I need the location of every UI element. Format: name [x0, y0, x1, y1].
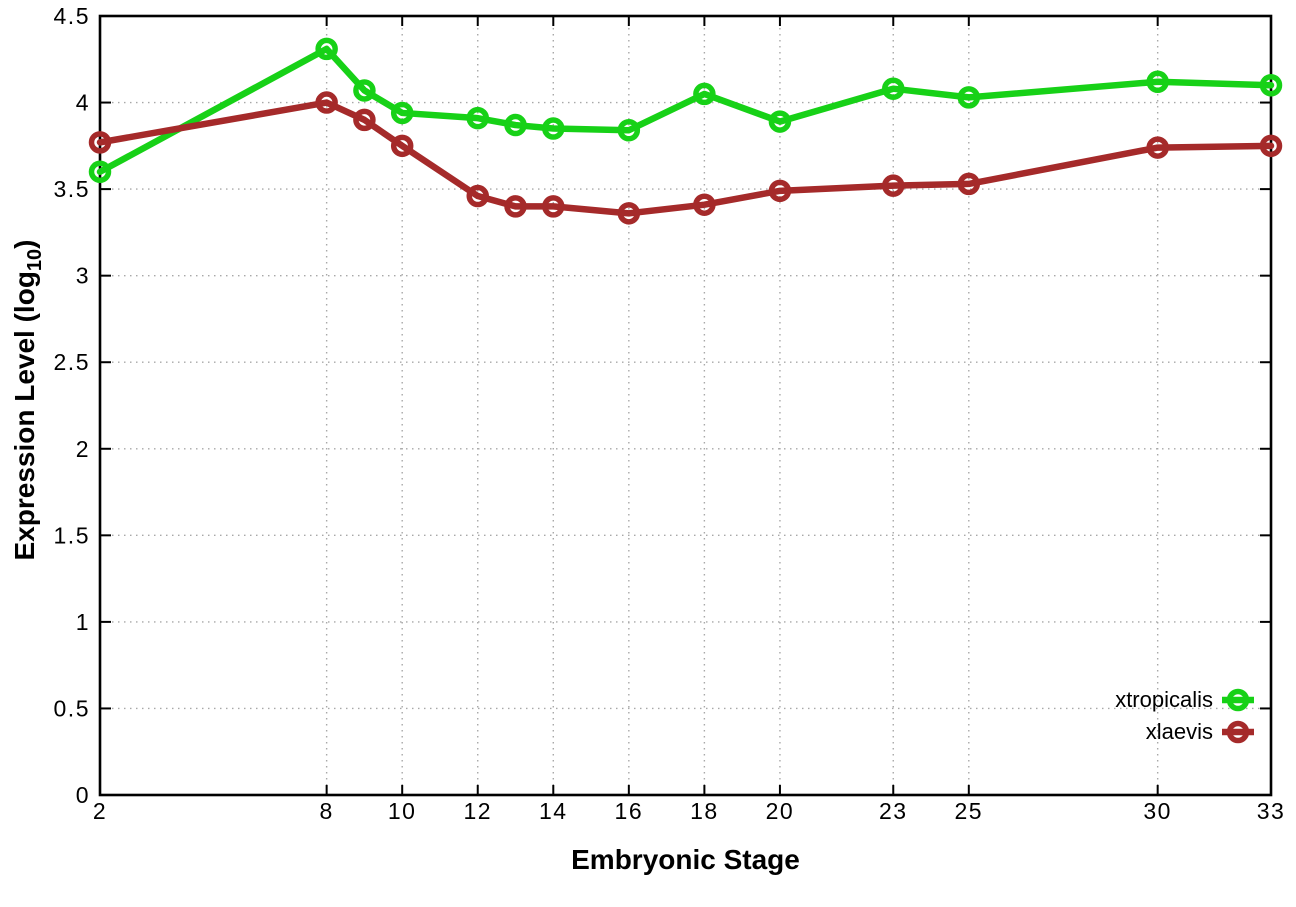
series-line-xlaevis	[96, 99, 1275, 217]
legend-marker-icon	[1226, 688, 1250, 712]
x-tick-label: 14	[539, 798, 568, 824]
y-tick-label: 3	[76, 263, 90, 289]
data-point-xlaevis-stage-2	[88, 131, 112, 154]
data-point-xlaevis-stage-20	[768, 179, 792, 203]
plot-border	[98, 14, 1273, 797]
data-point-xtropicalis-stage-20	[768, 110, 792, 133]
x-tick-label: 10	[388, 798, 417, 824]
legend-marker-icon	[1226, 720, 1250, 744]
grid	[100, 16, 1271, 795]
x-tick-label: 12	[463, 798, 492, 824]
y-tick-label: 1.5	[54, 522, 90, 548]
data-point-xtropicalis-stage-16	[617, 119, 641, 142]
x-tick-label: 2	[93, 798, 107, 824]
x-tick-label: 23	[879, 798, 908, 824]
y-tick-label: 2	[76, 436, 90, 462]
data-point-xlaevis-stage-30	[1146, 136, 1169, 159]
y-axis-title-suffix: )	[9, 240, 40, 249]
data-point-xlaevis-stage-8	[315, 91, 338, 114]
x-tick-label: 25	[955, 798, 984, 824]
plot-border-rect	[98, 14, 1273, 797]
y-tick-label: 0	[76, 782, 90, 808]
data-point-xtropicalis-stage-33	[1259, 73, 1283, 97]
data-point-xlaevis-stage-12	[466, 184, 489, 208]
data-point-xtropicalis-stage-12	[466, 106, 489, 130]
y-tick-label: 4.5	[54, 3, 90, 29]
data-point-xtropicalis-stage-2	[88, 160, 112, 184]
data-point-xlaevis-stage-18	[693, 193, 716, 216]
data-point-xtropicalis-stage-9	[353, 79, 376, 102]
data-point-xlaevis-stage-10	[390, 134, 414, 158]
y-axis-title-subscript: 10	[24, 249, 46, 271]
x-tick-label: 8	[319, 798, 333, 824]
data-point-xtropicalis-stage-10	[390, 101, 414, 125]
data-series	[88, 37, 1283, 225]
data-point-xlaevis-stage-9	[353, 108, 376, 132]
legend: xtropicalis xlaevis	[1115, 687, 1254, 744]
legend-label-xtropicalis: xtropicalis	[1115, 687, 1213, 712]
data-point-xtropicalis-stage-8	[315, 37, 338, 61]
data-point-xlaevis-stage-16	[617, 202, 641, 225]
axis-ticks	[99, 15, 1272, 796]
legend-label-xlaevis: xlaevis	[1146, 719, 1213, 744]
y-tick-label: 4	[76, 90, 90, 116]
tick-labels: 2 8 10 12 14 16 18 20 23 25 30 33 0 0.5 1 1.5 2 2.5 3 3.5 4 4…	[54, 3, 1286, 824]
y-tick-label: 2.5	[54, 349, 90, 375]
x-tick-label: 18	[690, 798, 719, 824]
y-axis-title: Expression Level (log10)	[9, 240, 46, 561]
x-tick-label: 20	[766, 798, 795, 824]
data-point-xtropicalis-stage-18	[693, 82, 716, 106]
data-point-xlaevis-stage-14	[542, 195, 565, 218]
data-point-xtropicalis-stage-25	[957, 86, 981, 109]
x-tick-label: 16	[615, 798, 644, 824]
data-point-xlaevis-stage-33	[1259, 134, 1283, 158]
x-tick-label: 30	[1143, 798, 1172, 824]
data-point-xtropicalis-stage-14	[542, 117, 565, 140]
x-axis-title: Embryonic Stage	[571, 844, 800, 875]
y-tick-label: 0.5	[54, 695, 90, 721]
data-point-xlaevis-stage-23	[882, 174, 905, 197]
x-tick-label: 33	[1257, 798, 1286, 824]
data-point-xtropicalis-stage-13	[504, 113, 527, 137]
data-point-xtropicalis-stage-30	[1146, 70, 1169, 94]
y-axis-title-main: Expression Level (log	[9, 271, 40, 560]
y-tick-label: 1	[76, 609, 90, 635]
data-point-xlaevis-stage-13	[504, 195, 527, 218]
data-point-xtropicalis-stage-23	[882, 77, 905, 100]
data-point-xlaevis-stage-25	[957, 172, 981, 196]
y-tick-label: 3.5	[54, 176, 90, 202]
